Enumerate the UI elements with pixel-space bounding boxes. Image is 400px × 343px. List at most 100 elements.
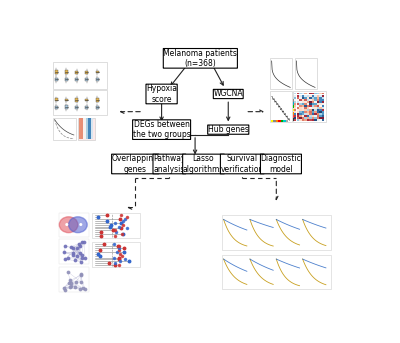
Bar (281, 120, 283, 122)
Text: DEGs between
the two groups: DEGs between the two groups (133, 120, 190, 139)
Bar (65, 105, 68, 109)
Bar (299, 103, 302, 105)
FancyBboxPatch shape (53, 90, 107, 115)
Bar (312, 109, 314, 111)
Bar (307, 95, 309, 96)
Bar (309, 109, 312, 111)
Text: Lasso
algorithms: Lasso algorithms (183, 154, 224, 174)
Bar (293, 96, 294, 99)
Bar (304, 95, 307, 96)
Bar (304, 98, 307, 100)
Bar (319, 113, 322, 115)
Bar (78, 118, 81, 139)
Bar (283, 120, 286, 122)
Bar (302, 115, 304, 117)
Text: Overlapping
genes: Overlapping genes (112, 154, 159, 174)
Bar (309, 97, 312, 98)
Bar (322, 93, 324, 94)
Bar (319, 103, 322, 105)
Bar (85, 71, 88, 74)
Bar (317, 103, 319, 105)
Bar (304, 103, 307, 105)
Point (79, 239, 86, 245)
Bar (322, 109, 324, 111)
Bar (312, 107, 314, 109)
Bar (296, 95, 299, 96)
FancyBboxPatch shape (293, 91, 326, 122)
Bar (309, 95, 312, 96)
Bar (319, 115, 322, 117)
Bar (312, 97, 314, 98)
Bar (317, 93, 319, 94)
Bar (293, 118, 294, 121)
Point (70, 245, 76, 251)
Bar (307, 109, 309, 111)
Bar (314, 97, 317, 98)
Bar (85, 106, 88, 108)
Bar (293, 108, 294, 111)
Bar (271, 120, 273, 122)
Bar (296, 98, 299, 100)
FancyBboxPatch shape (92, 242, 140, 267)
Bar (317, 98, 319, 100)
Text: Diagnostic
model: Diagnostic model (260, 154, 301, 174)
Bar (314, 107, 317, 109)
Bar (319, 119, 322, 121)
Point (82, 256, 88, 261)
Bar (314, 109, 317, 111)
Bar (309, 117, 312, 119)
Bar (314, 100, 317, 103)
Point (70, 250, 76, 255)
Bar (55, 98, 58, 101)
Bar (294, 95, 296, 96)
Bar (85, 98, 88, 101)
Circle shape (59, 217, 78, 233)
Bar (299, 111, 302, 113)
Bar (302, 111, 304, 113)
Bar (309, 93, 312, 94)
FancyBboxPatch shape (59, 267, 89, 292)
Bar (312, 119, 314, 121)
Bar (322, 95, 324, 96)
Bar (88, 118, 91, 139)
Bar (319, 111, 322, 113)
Point (68, 280, 74, 285)
Point (79, 286, 86, 291)
Point (77, 250, 83, 256)
Bar (312, 100, 314, 103)
Bar (294, 111, 296, 113)
Bar (86, 118, 88, 139)
Bar (293, 102, 294, 105)
Bar (312, 103, 314, 105)
Point (78, 255, 85, 260)
Bar (307, 115, 309, 117)
Bar (304, 117, 307, 119)
FancyBboxPatch shape (270, 91, 292, 122)
Bar (319, 107, 322, 109)
Bar (296, 113, 299, 115)
Bar (299, 100, 302, 103)
Bar (304, 107, 307, 109)
Text: WGCNA: WGCNA (214, 90, 243, 98)
Bar (304, 105, 307, 107)
Bar (96, 71, 99, 73)
Bar (309, 103, 312, 105)
Bar (294, 113, 296, 115)
FancyBboxPatch shape (222, 255, 330, 289)
Bar (307, 113, 309, 115)
Bar (314, 115, 317, 117)
Bar (75, 78, 78, 81)
Bar (296, 109, 299, 111)
Point (61, 250, 67, 255)
Bar (314, 113, 317, 115)
Bar (91, 118, 93, 139)
Point (70, 252, 76, 258)
Bar (314, 105, 317, 107)
Point (67, 278, 74, 283)
FancyBboxPatch shape (270, 58, 292, 89)
Bar (314, 95, 317, 96)
Bar (314, 93, 317, 94)
Bar (299, 107, 302, 109)
Bar (294, 93, 296, 94)
Point (82, 287, 88, 292)
